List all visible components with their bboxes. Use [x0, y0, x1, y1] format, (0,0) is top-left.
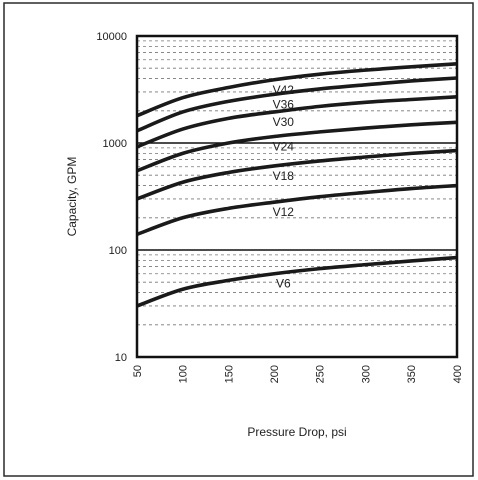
x-tick-label: 250 — [315, 365, 327, 383]
series-line-v12 — [136, 183, 458, 237]
series-label-v42: V42 — [273, 83, 295, 97]
x-tick-labels: 50 100 150 200 250 300 350 400 — [132, 365, 464, 383]
x-tick-label: 150 — [223, 365, 235, 383]
y-tick-label: 1000 — [103, 138, 127, 150]
series-label-v12: V12 — [273, 205, 295, 219]
series-line-v36 — [136, 76, 458, 133]
series-line-v18 — [136, 148, 458, 201]
x-axis-title: Pressure Drop, psi — [247, 425, 346, 439]
series-line-v42 — [136, 61, 458, 118]
series-layer — [136, 61, 458, 308]
y-tick-label: 10000 — [96, 31, 127, 43]
y-axis-title: Capacity, GPM — [65, 157, 79, 237]
series-label-v30: V30 — [273, 115, 295, 129]
series-label-v18: V18 — [273, 169, 295, 183]
series-line-v30 — [136, 95, 458, 149]
x-tick-label: 400 — [452, 365, 464, 383]
y-tick-label: 10 — [115, 352, 127, 364]
series-line-v24 — [136, 120, 458, 173]
x-tick-label: 300 — [360, 365, 372, 383]
series-label-v6: V6 — [276, 277, 291, 291]
x-tick-label: 200 — [269, 365, 281, 383]
outer-frame — [3, 2, 474, 477]
series-label-v24: V24 — [273, 140, 295, 154]
x-tick-label: 100 — [178, 365, 190, 383]
series-label-v36: V36 — [273, 97, 295, 111]
y-tick-labels: 10 100 1000 10000 — [96, 31, 127, 364]
series-line-v6 — [136, 255, 458, 308]
x-tick-label: 50 — [132, 365, 144, 377]
plot-frame — [135, 34, 459, 359]
x-tick-label: 350 — [406, 365, 418, 383]
y-tick-label: 100 — [109, 245, 127, 257]
